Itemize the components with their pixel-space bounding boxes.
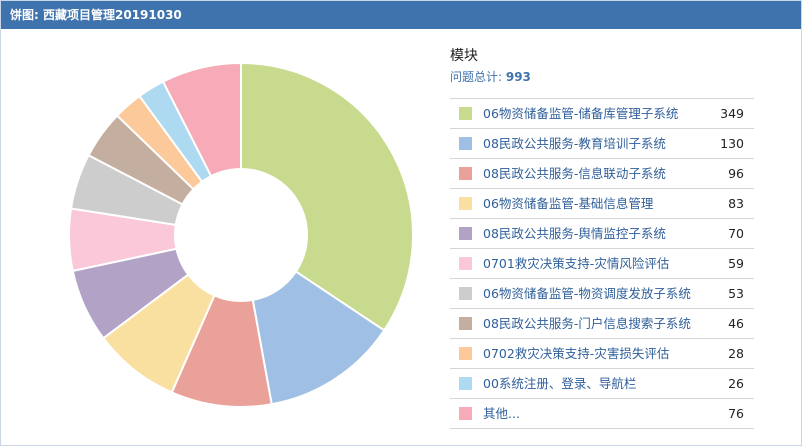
legend-swatch [459, 227, 472, 240]
legend-value: 26 [728, 376, 744, 391]
legend-swatch [459, 287, 472, 300]
legend-label[interactable]: 其他... [483, 406, 520, 421]
legend-value: 96 [728, 166, 744, 181]
pie-slice[interactable] [240, 61, 414, 332]
legend-item[interactable]: 08民政公共服务-舆情监控子系统 70 [450, 219, 754, 249]
legend-label[interactable]: 0702救灾决策支持-灾害损失评估 [483, 346, 670, 361]
legend-title: 模块 [450, 48, 478, 64]
total-value: 993 [505, 70, 531, 84]
legend-item[interactable]: 00系统注册、登录、导航栏 26 [450, 369, 754, 399]
legend-item[interactable]: 0702救灾决策支持-灾害损失评估 28 [450, 339, 754, 369]
legend-value: 53 [728, 286, 744, 301]
panel-title: 饼图: 西藏项目管理20191030 [1, 1, 801, 29]
pie-slice[interactable] [161, 61, 242, 178]
legend-label[interactable]: 08民政公共服务-门户信息搜索子系统 [483, 316, 691, 331]
legend-value: 76 [728, 406, 744, 421]
legend-item[interactable]: 06物资储备监管-储备库管理子系统 349 [450, 99, 754, 129]
legend-label[interactable]: 06物资储备监管-基础信息管理 [483, 196, 654, 211]
legend-swatch [459, 167, 472, 180]
legend-swatch [459, 317, 472, 330]
legend-item[interactable]: 08民政公共服务-教育培训子系统 130 [450, 129, 754, 159]
donut-chart [68, 61, 414, 408]
legend-value: 28 [728, 346, 744, 361]
legend-label[interactable]: 06物资储备监管-物资调度发放子系统 [483, 286, 691, 301]
legend-swatch [459, 377, 472, 390]
pie-slices [68, 61, 414, 408]
legend-label[interactable]: 0701救灾决策支持-灾情风险评估 [483, 256, 670, 271]
legend-item[interactable]: 06物资储备监管-基础信息管理 83 [450, 189, 754, 219]
legend-value: 46 [728, 316, 744, 331]
legend-item[interactable]: 其他... 76 [450, 399, 754, 429]
legend-value: 70 [728, 226, 744, 241]
legend-swatch [459, 347, 472, 360]
legend-label[interactable]: 08民政公共服务-舆情监控子系统 [483, 226, 666, 241]
legend-label[interactable]: 00系统注册、登录、导航栏 [483, 376, 637, 391]
legend-value: 59 [728, 256, 744, 271]
total-label: 问题总计: [450, 70, 506, 84]
legend-total: 问题总计: 993 [450, 67, 754, 87]
legend-list: 06物资储备监管-储备库管理子系统 349 08民政公共服务-教育培训子系统 130 0… [450, 98, 754, 429]
legend-value: 83 [728, 196, 744, 211]
legend-swatch [459, 407, 472, 420]
legend-item[interactable]: 08民政公共服务-信息联动子系统 96 [450, 159, 754, 189]
legend-swatch [459, 107, 472, 120]
legend-item[interactable]: 0701救灾决策支持-灾情风险评估 59 [450, 249, 754, 279]
legend-value: 349 [720, 106, 744, 121]
legend-swatch [459, 257, 472, 270]
legend: 模块 问题总计: 993 06物资储备监管-储备库管理子系统 349 08民政公共服… [450, 45, 754, 429]
legend-item[interactable]: 08民政公共服务-门户信息搜索子系统 46 [450, 309, 754, 339]
pie-slice[interactable] [251, 270, 386, 406]
legend-item[interactable]: 06物资储备监管-物资调度发放子系统 53 [450, 279, 754, 309]
legend-label[interactable]: 08民政公共服务-教育培训子系统 [483, 136, 666, 151]
legend-label[interactable]: 06物资储备监管-储备库管理子系统 [483, 106, 679, 121]
legend-swatch [459, 197, 472, 210]
legend-swatch [459, 137, 472, 150]
legend-label[interactable]: 08民政公共服务-信息联动子系统 [483, 166, 666, 181]
legend-value: 130 [720, 136, 744, 151]
